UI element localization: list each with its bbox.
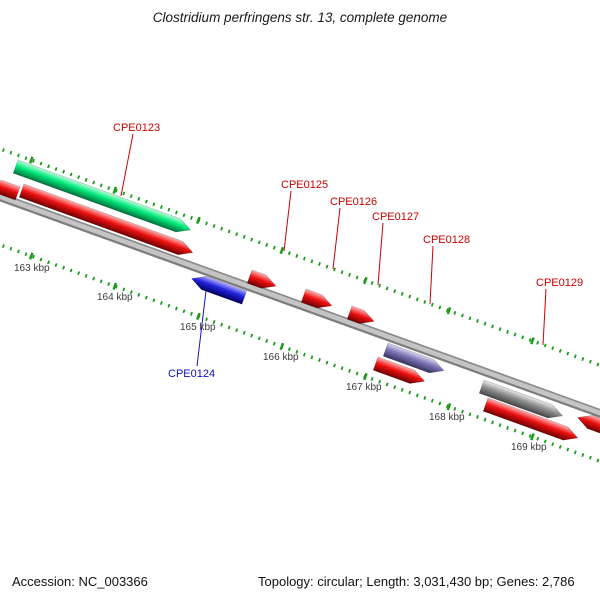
leader-line-cpe0127 [377, 222, 384, 286]
ruler-ticks-inner [0, 242, 600, 464]
gene-arrow-cpe0126[interactable] [300, 288, 334, 312]
feature-label-cpe0127[interactable]: CPE0127 [372, 211, 419, 223]
ruler-label-164kbp: 164 kbp [97, 292, 133, 303]
ruler-label-167kbp: 167 kbp [346, 382, 382, 393]
gene-arrow-cpe0125[interactable] [246, 269, 278, 293]
feature-label-cpe0128[interactable]: CPE0128 [423, 234, 470, 246]
ruler-label-168kbp: 168 kbp [429, 412, 465, 423]
leader-line-cpe0126 [332, 207, 341, 270]
leader-line-cpe0124 [196, 290, 207, 367]
genome-backbone-top-edge [0, 192, 600, 411]
status-bar: Accession: NC_003366 Topology: circular;… [0, 570, 600, 600]
gene-arrow-cpe0128[interactable] [382, 342, 446, 377]
feature-label-cpe0126[interactable]: CPE0126 [330, 196, 377, 208]
accession-text: Accession: NC_003366 [12, 574, 148, 589]
ruler-label-165kbp: 165 kbp [180, 322, 216, 333]
ruler-label-169kbp: 169 kbp [511, 442, 547, 453]
ruler-major-ticks-inner [0, 241, 600, 465]
genome-info-text: Topology: circular; Length: 3,031,430 bp… [258, 574, 575, 589]
gene-arrow-cpe0123[interactable] [12, 159, 193, 236]
genome-backbone [0, 192, 600, 418]
leader-line-cpe0129 [542, 288, 547, 346]
ruler-label-163kbp: 163 kbp [14, 263, 50, 274]
feature-label-cpe0129[interactable]: CPE0129 [536, 277, 583, 289]
gene-arrow-cpe0124[interactable] [189, 272, 247, 305]
gene-arrow-red-a[interactable] [18, 183, 195, 259]
leader-line-cpe0123 [120, 133, 134, 197]
feature-label-cpe0124[interactable]: CPE0124 [168, 368, 215, 380]
gene-arrow-red-b[interactable] [372, 356, 427, 388]
gene-arrow-red-edge-left[interactable] [0, 176, 21, 201]
ruler-label-166kbp: 166 kbp [263, 352, 299, 363]
gene-arrow-cpe0129[interactable] [482, 397, 580, 445]
genome-title: Clostridium perfringens str. 13, complet… [152, 10, 448, 25]
gene-arrow-gray[interactable] [478, 379, 565, 422]
leader-line-cpe0125 [283, 190, 292, 252]
feature-label-cpe0123[interactable]: CPE0123 [113, 122, 160, 134]
feature-label-cpe0125[interactable]: CPE0125 [281, 179, 328, 191]
gene-arrow-red-edge-right[interactable] [575, 411, 600, 439]
gene-arrow-cpe0127[interactable] [346, 305, 376, 328]
leader-line-cpe0128 [429, 245, 434, 305]
genome-backbone-bottom-edge [0, 199, 600, 418]
